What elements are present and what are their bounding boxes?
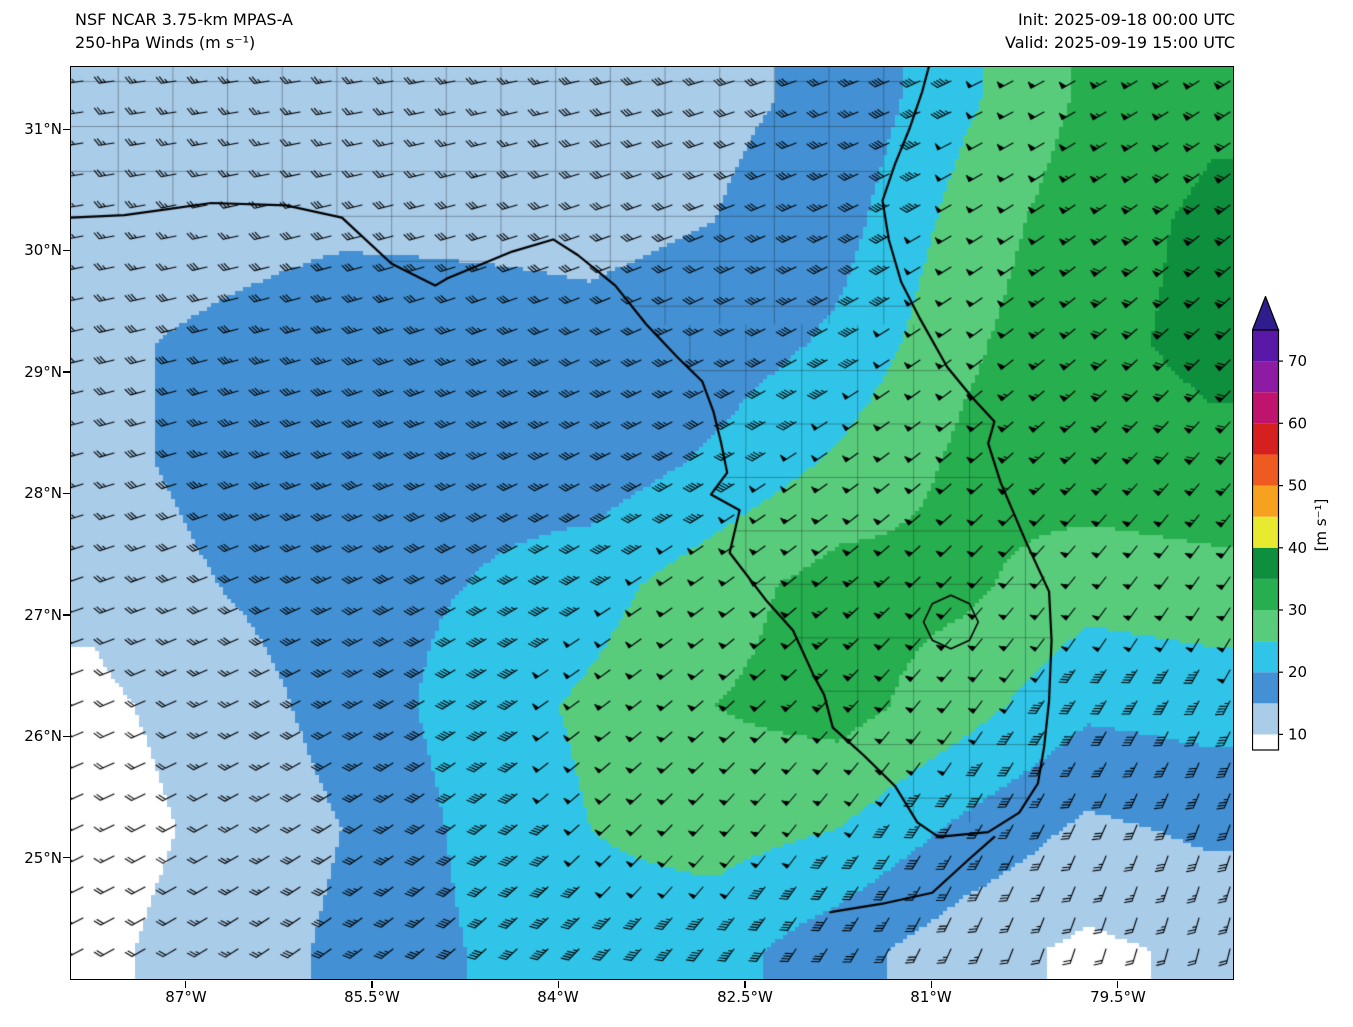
lat-tick-label: 26°N bbox=[24, 727, 62, 745]
lon-tick-label: 79.5°W bbox=[1090, 988, 1146, 1006]
lat-tick-mark bbox=[63, 735, 70, 738]
map-panel bbox=[70, 66, 1234, 980]
lat-tick-mark bbox=[63, 249, 70, 252]
lat-tick-mark bbox=[63, 857, 70, 859]
lat-tick-mark bbox=[63, 128, 70, 130]
lat-tick-mark bbox=[63, 614, 70, 616]
lat-tick-mark bbox=[63, 371, 70, 373]
colorbar-arrow bbox=[1252, 296, 1280, 331]
colorbar-bands bbox=[1252, 330, 1279, 750]
colorbar-band bbox=[1252, 454, 1279, 486]
colorbar-tick-label: 30 bbox=[1288, 601, 1307, 619]
colorbar-band bbox=[1252, 361, 1279, 393]
colorbar-tick-label: 40 bbox=[1288, 539, 1307, 557]
colorbar-tick-label: 50 bbox=[1288, 477, 1307, 495]
lon-tick-mark bbox=[744, 981, 746, 988]
colorbar-band bbox=[1252, 547, 1279, 579]
model-title: NSF NCAR 3.75-km MPAS-A bbox=[75, 10, 293, 29]
lat-tick-label: 25°N bbox=[24, 849, 62, 867]
lon-tick-mark bbox=[371, 981, 373, 988]
colorbar-band bbox=[1252, 485, 1279, 517]
figure-title-block: NSF NCAR 3.75-km MPAS-A 250-hPa Winds (m… bbox=[75, 8, 293, 54]
lon-tick-label: 87°W bbox=[165, 988, 207, 1006]
colorbar-tick-label: 60 bbox=[1288, 414, 1307, 432]
lon-tick-mark bbox=[557, 981, 560, 988]
lon-tick-label: 81°W bbox=[910, 988, 952, 1006]
colorbar-band bbox=[1252, 610, 1279, 642]
field-title: 250-hPa Winds (m s⁻¹) bbox=[75, 33, 256, 52]
colorbar-band bbox=[1252, 392, 1279, 424]
colorbar-band bbox=[1252, 672, 1279, 704]
lon-tick-label: 82.5°W bbox=[717, 988, 773, 1006]
lat-tick-label: 28°N bbox=[24, 484, 62, 502]
colorbar: 70 60 50 40 30 20 10 bbox=[1252, 296, 1307, 751]
colorbar-band bbox=[1252, 703, 1279, 735]
colorbar-tick-label: 20 bbox=[1288, 663, 1307, 681]
lat-tick-label: 29°N bbox=[24, 363, 62, 381]
colorbar-band bbox=[1252, 330, 1279, 362]
lat-tick-label: 30°N bbox=[24, 241, 62, 259]
valid-time: Valid: 2025-09-19 15:00 UTC bbox=[1004, 33, 1235, 52]
lon-tick-mark bbox=[930, 981, 932, 988]
lon-tick-label: 85.5°W bbox=[344, 988, 400, 1006]
lon-tick-mark bbox=[1117, 981, 1119, 988]
lat-tick-mark bbox=[63, 492, 70, 495]
colorbar-band bbox=[1252, 734, 1279, 750]
colorbar-band bbox=[1252, 423, 1279, 455]
lat-tick-label: 27°N bbox=[24, 606, 62, 624]
colorbar-tick-label: 10 bbox=[1288, 725, 1307, 743]
colorbar-band bbox=[1252, 578, 1279, 610]
lat-tick-label: 31°N bbox=[24, 120, 62, 138]
colorbar-units-label: [m s⁻¹] bbox=[1312, 498, 1330, 552]
init-time: Init: 2025-09-18 00:00 UTC bbox=[1017, 10, 1235, 29]
lon-tick-mark bbox=[184, 981, 187, 988]
colorbar-band bbox=[1252, 641, 1279, 673]
run-time-block: Init: 2025-09-18 00:00 UTC Valid: 2025-0… bbox=[1005, 8, 1235, 54]
colorbar-band bbox=[1252, 516, 1279, 548]
lon-tick-label: 84°W bbox=[537, 988, 579, 1006]
map-canvas bbox=[71, 67, 1233, 979]
colorbar-tick-label: 70 bbox=[1288, 352, 1307, 370]
colorbar-outline bbox=[1252, 329, 1280, 751]
